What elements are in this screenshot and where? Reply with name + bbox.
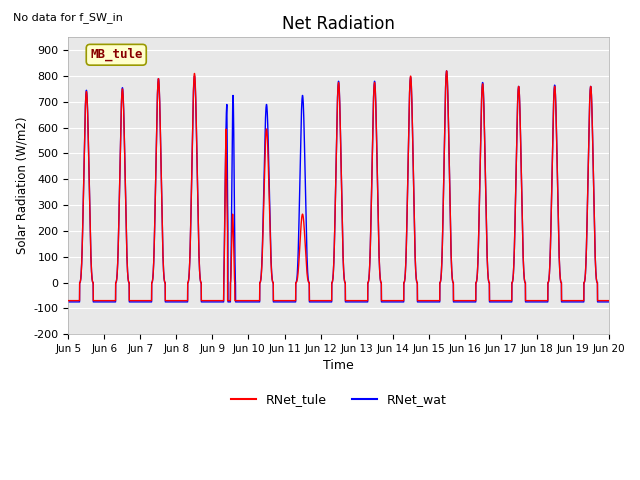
RNet_wat [605,299,612,305]
RNet_tule [490,298,498,303]
RNet_wat [490,299,498,305]
RNet_wat [460,299,467,305]
Line: RNet_wat: RNet_wat [68,71,609,302]
RNet_tule [443,68,451,74]
Y-axis label: Solar Radiation (W/m2): Solar Radiation (W/m2) [15,117,28,254]
RNet_tule [65,298,72,303]
RNet_tule [604,298,612,303]
X-axis label: Time: Time [323,360,354,372]
RNet_tule [162,298,170,303]
RNet_tule [460,298,467,303]
Legend: RNet_tule, RNet_wat: RNet_tule, RNet_wat [226,388,451,411]
RNet_tule [605,298,612,303]
RNet_wat [443,68,451,74]
RNet_wat [162,299,170,305]
RNet_wat [318,299,326,305]
RNet_tule [318,298,326,303]
RNet_tule [429,298,437,303]
Text: No data for f_SW_in: No data for f_SW_in [13,12,123,23]
Title: Net Radiation: Net Radiation [282,15,395,33]
RNet_wat [604,299,612,305]
Line: RNet_tule: RNet_tule [68,71,609,300]
RNet_wat [65,299,72,305]
Text: MB_tule: MB_tule [90,48,143,61]
RNet_wat [429,299,437,305]
